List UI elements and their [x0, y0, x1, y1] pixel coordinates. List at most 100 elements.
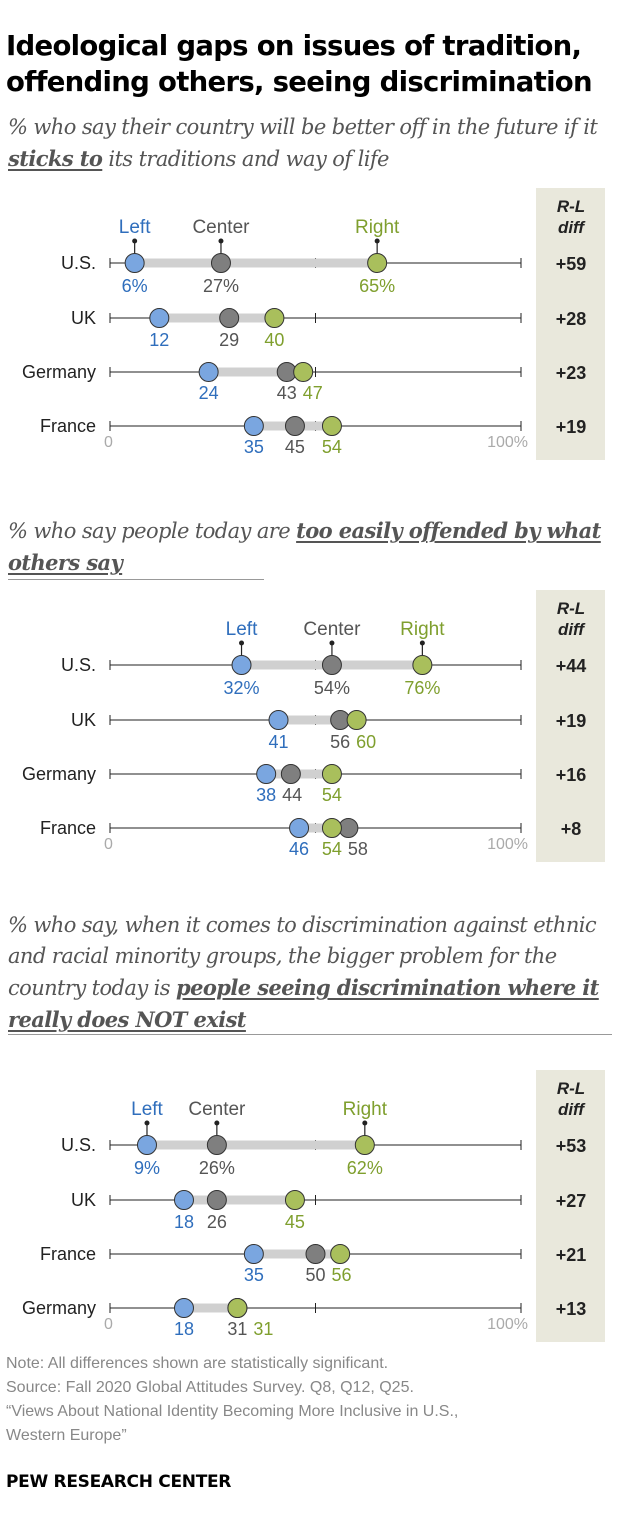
value-label-right: 76% — [404, 678, 440, 698]
dot-right — [346, 710, 367, 730]
value-label-center: 26% — [199, 1158, 235, 1178]
diff-value: +59 — [556, 254, 587, 274]
legend-right: Right — [400, 619, 445, 640]
dot-left — [136, 1135, 157, 1155]
value-label-left: 12 — [149, 330, 169, 350]
subtitle-text: % who say, when it comes to discriminati… — [8, 913, 597, 1000]
panel-1-subtitle: % who say their country will be better o… — [8, 112, 608, 175]
country-label: Germany — [22, 1298, 96, 1318]
dot-left — [173, 1190, 194, 1210]
diff-header: R-L — [557, 599, 585, 618]
dot-right — [284, 1190, 305, 1210]
page-title: Ideological gaps on issues of tradition,… — [6, 30, 593, 98]
dot-center — [321, 655, 342, 675]
legend-leader-dot — [329, 640, 335, 646]
dot-right — [321, 764, 342, 784]
value-label-left: 9% — [134, 1158, 160, 1178]
brand-logo-text: PEW RESEARCH CENTER — [6, 1472, 232, 1492]
value-label-left: 35 — [244, 437, 264, 457]
country-label: UK — [71, 710, 96, 730]
country-label: U.S. — [61, 655, 96, 675]
diff-column-1 — [536, 188, 605, 460]
diff-value: +27 — [556, 1191, 587, 1211]
subtitle-rule — [8, 1034, 612, 1035]
legend-leader-dot — [239, 640, 245, 646]
subtitle-emphasis: too easily offended by what others say — [8, 518, 601, 575]
dot-right — [367, 253, 388, 273]
value-label-left: 41 — [268, 732, 288, 752]
legend-left: Left — [119, 217, 151, 238]
subtitle-rule — [8, 579, 264, 580]
value-label-center: 31 — [227, 1319, 247, 1339]
legend-center: Center — [303, 619, 361, 640]
dot-left — [173, 1298, 194, 1318]
value-label-right: 65% — [359, 276, 395, 296]
subtitle-text: % who say people today are — [8, 519, 297, 543]
diff-value: +8 — [561, 819, 582, 839]
diff-value: +19 — [556, 417, 587, 437]
diff-value: +16 — [556, 765, 587, 785]
axis-max-label: 100% — [487, 836, 528, 853]
value-label-left: 32% — [224, 678, 260, 698]
dot-left — [231, 655, 252, 675]
country-label: UK — [71, 308, 96, 328]
subtitle-text: % who say their country will be better o… — [8, 115, 598, 139]
diff-value: +21 — [556, 1245, 587, 1265]
value-label-left: 38 — [256, 785, 276, 805]
diff-value: +53 — [556, 1136, 587, 1156]
dot-right — [354, 1135, 375, 1155]
axis-max-label: 100% — [487, 434, 528, 451]
country-label: France — [40, 1244, 96, 1264]
diff-value: +23 — [556, 363, 587, 383]
subtitle-emphasis: sticks to — [8, 146, 103, 171]
legend-leader-dot — [419, 640, 425, 646]
value-label-center: 58 — [348, 839, 368, 859]
dot-center — [210, 253, 231, 273]
legend-leader-dot — [362, 1120, 368, 1126]
legend-center: Center — [188, 1099, 246, 1120]
diff-header: R-L — [557, 1079, 585, 1098]
dot-left — [124, 253, 145, 273]
panel-2-subtitle: % who say people today are too easily of… — [8, 515, 608, 579]
dot-center — [206, 1190, 227, 1210]
legend-leader-dot — [132, 238, 138, 244]
value-label-right: 40 — [264, 330, 284, 350]
country-label: Germany — [22, 764, 96, 784]
axis-min-label: 0 — [104, 434, 113, 451]
diff-value: +28 — [556, 309, 587, 329]
dot-center — [280, 764, 301, 784]
value-label-center: 27% — [203, 276, 239, 296]
dot-center — [305, 1244, 326, 1264]
legend-left: Left — [226, 619, 258, 640]
value-label-right: 60 — [356, 732, 376, 752]
dot-right — [264, 308, 285, 328]
dot-left — [289, 818, 310, 838]
value-label-right: 47 — [303, 383, 323, 403]
source-line: Western Europe” — [6, 1427, 127, 1444]
value-label-center: 29 — [219, 330, 239, 350]
value-label-center: 56 — [330, 732, 350, 752]
value-label-right: 62% — [347, 1158, 383, 1178]
value-label-center: 26 — [207, 1212, 227, 1232]
dot-left — [243, 1244, 264, 1264]
value-label-center: 50 — [305, 1265, 325, 1285]
diff-header: diff — [558, 218, 586, 237]
value-label-center: 43 — [277, 383, 297, 403]
country-label: France — [40, 818, 96, 838]
dot-left — [268, 710, 289, 730]
country-label: U.S. — [61, 1135, 96, 1155]
diff-column-3 — [536, 1070, 605, 1342]
legend-leader-dot — [144, 1120, 150, 1126]
legend-center: Center — [192, 217, 250, 238]
dot-right — [227, 1298, 248, 1318]
value-label-left: 35 — [244, 1265, 264, 1285]
country-label: Germany — [22, 362, 96, 382]
value-label-left: 24 — [199, 383, 219, 403]
value-label-center: 44 — [282, 785, 302, 805]
value-label-center: 45 — [285, 437, 305, 457]
axis-min-label: 0 — [104, 1316, 113, 1333]
dot-right — [330, 1244, 351, 1264]
dot-right — [412, 655, 433, 675]
country-label: France — [40, 416, 96, 436]
note-line: Note: All differences shown are statisti… — [6, 1355, 389, 1372]
